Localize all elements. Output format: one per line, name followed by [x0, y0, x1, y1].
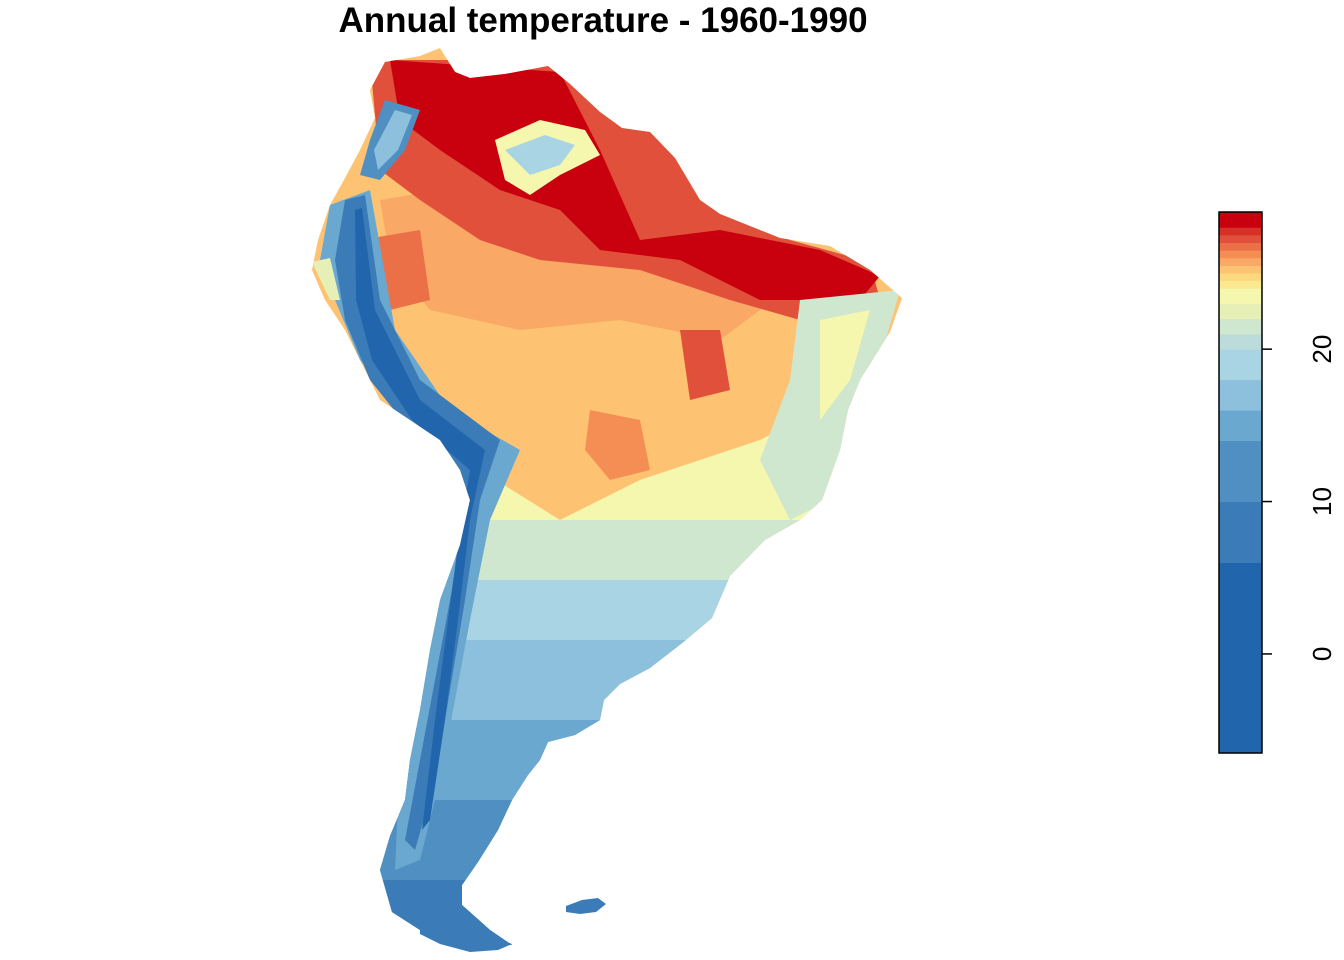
legend-bin-18 — [1219, 212, 1262, 228]
legend-bin-6 — [1219, 333, 1262, 350]
legend-bin-10 — [1219, 280, 1262, 289]
zone-ne-inland — [820, 310, 870, 420]
legend-tick-label-2: 20 — [1307, 335, 1337, 364]
plot-title: Annual temperature - 1960-1990 — [338, 1, 868, 40]
legend-bin-13 — [1219, 257, 1262, 266]
zone-tip — [312, 880, 902, 945]
zone-hot-spot-south — [585, 410, 650, 480]
legend-bin-15 — [1219, 242, 1262, 251]
zone-north-andes-inner — [374, 110, 412, 170]
legend-bin-12 — [1219, 265, 1262, 274]
zone-guiana-cool — [505, 135, 575, 175]
zone-andes-coldest — [355, 208, 485, 830]
legend-tick-label-0: 0 — [1307, 647, 1337, 661]
legend-bin-16 — [1219, 234, 1262, 243]
legend-bin-11 — [1219, 272, 1262, 282]
legend-bin-3 — [1219, 410, 1262, 442]
zone-north-very-hot — [390, 60, 880, 300]
legend-bins — [1219, 212, 1262, 754]
legend-bin-9 — [1219, 288, 1262, 304]
legend-bin-8 — [1219, 303, 1262, 320]
legend-ticks: 0 10 20 — [1262, 335, 1337, 661]
zone-hot-spot-east — [680, 330, 730, 400]
legend-bin-0 — [1219, 562, 1262, 754]
legend-bin-4 — [1219, 379, 1262, 411]
legend-bin-1 — [1219, 501, 1262, 564]
legend-bin-17 — [1219, 227, 1262, 236]
legend-bin-2 — [1219, 440, 1262, 503]
zone-pacific-coast — [312, 258, 340, 300]
color-legend: 0 10 20 — [1218, 211, 1337, 754]
falkland-islands — [566, 898, 606, 914]
tierra-del-fuego — [420, 920, 512, 952]
temperature-zones — [312, 60, 902, 945]
temperature-map — [312, 48, 902, 952]
legend-bin-5 — [1219, 349, 1262, 381]
legend-tick-label-1: 10 — [1307, 487, 1337, 516]
legend-frame — [1218, 211, 1263, 754]
legend-bin-7 — [1219, 318, 1262, 335]
legend-bin-14 — [1219, 250, 1262, 259]
